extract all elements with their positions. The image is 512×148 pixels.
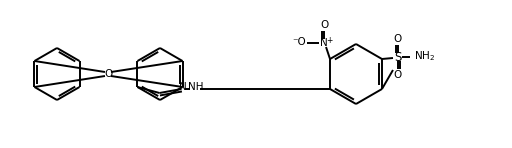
Text: S: S xyxy=(394,50,402,63)
Text: O: O xyxy=(320,20,328,30)
Text: NH$_2$: NH$_2$ xyxy=(414,50,435,63)
Text: NH: NH xyxy=(188,82,203,92)
Text: O: O xyxy=(394,34,402,44)
Text: +: + xyxy=(326,36,332,45)
Text: O: O xyxy=(104,69,112,78)
Text: N: N xyxy=(320,38,328,48)
Text: ⁻O: ⁻O xyxy=(292,37,306,47)
Text: O: O xyxy=(394,70,402,80)
Text: N: N xyxy=(179,82,186,92)
